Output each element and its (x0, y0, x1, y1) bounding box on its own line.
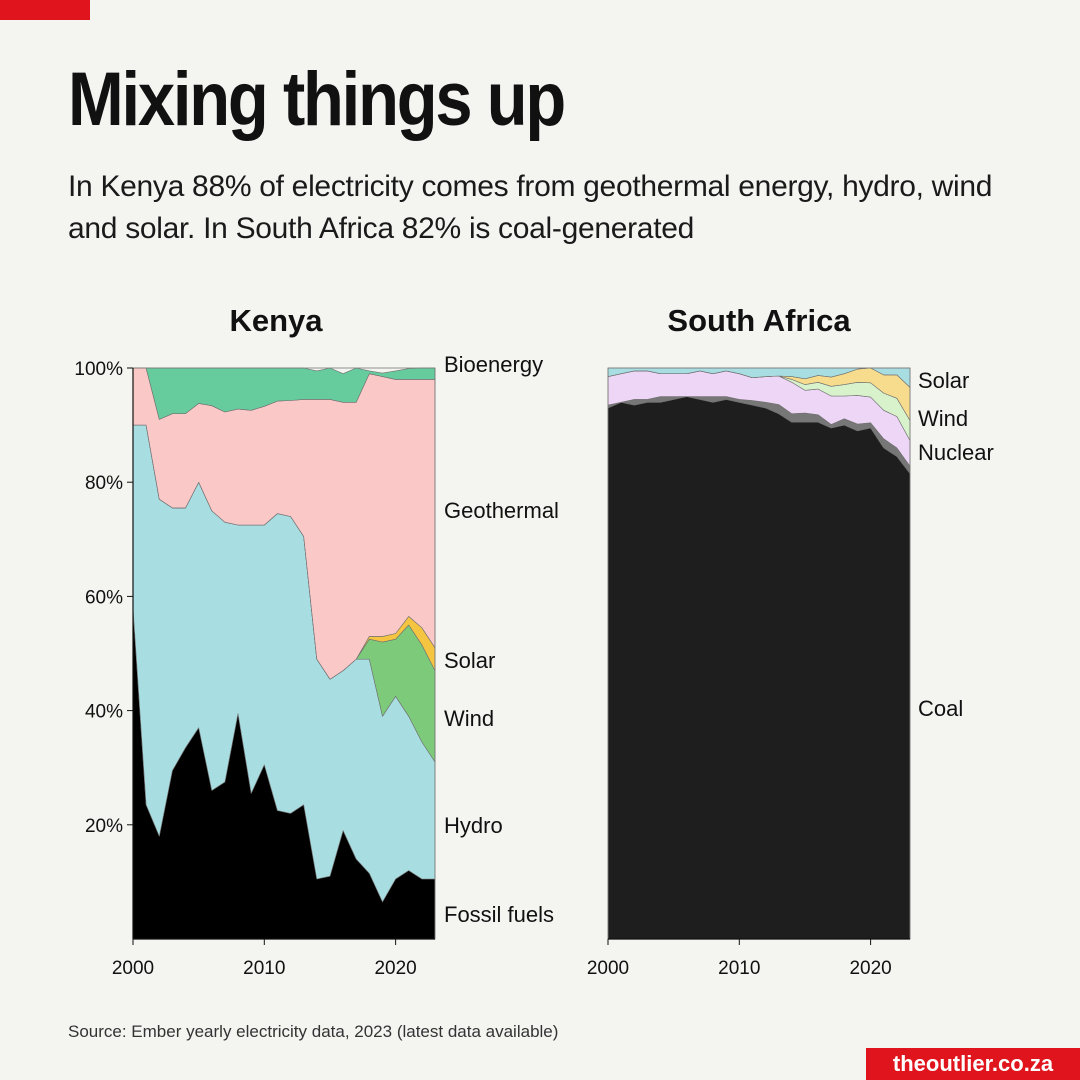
brand-link[interactable]: theoutlier.co.za (866, 1048, 1080, 1080)
series-label-solar: Solar (918, 368, 969, 393)
x-tick-label: 2000 (112, 958, 154, 979)
y-tick-label: 100% (74, 359, 123, 380)
x-tick-label: 2010 (243, 958, 285, 979)
series-label-solar: Solar (444, 648, 495, 673)
page-title: Mixing things up (68, 57, 566, 142)
y-tick-label: 20% (85, 816, 123, 837)
source-note: Source: Ember yearly electricity data, 2… (68, 1022, 559, 1041)
series-label-bioenergy: Bioenergy (444, 352, 543, 377)
series-label-geothermal: Geothermal (444, 498, 559, 523)
y-tick-label: 40% (85, 702, 123, 723)
x-tick-label: 2020 (374, 958, 416, 979)
y-tick-label: 60% (85, 587, 123, 608)
area-coal (607, 396, 911, 940)
chart-title: Kenya (229, 303, 323, 338)
chart-title: South Africa (667, 303, 851, 338)
series-label-nuclear: Nuclear (918, 440, 994, 465)
series-label-wind: Wind (444, 706, 494, 731)
x-tick-label: 2020 (849, 958, 891, 979)
x-tick-label: 2010 (718, 958, 760, 979)
series-label-fossil-fuels: Fossil fuels (444, 902, 554, 927)
chart-panel-south-africa: 2000 2010 2020 South Africa Coal Nuclear Wind S… (587, 303, 994, 979)
series-label-hydro: Hydro (444, 813, 503, 838)
page-subtitle: In Kenya 88% of electricity comes from g… (68, 170, 993, 245)
series-label-coal: Coal (918, 696, 963, 721)
chart-panel-kenya: 2000 2010 2020 20% 40% 60% 80% 100% Kenya Fossil … (74, 303, 559, 979)
accent-bar (0, 0, 90, 20)
series-label-wind: Wind (918, 406, 968, 431)
y-tick-label: 80% (85, 473, 123, 494)
x-tick-label: 2000 (587, 958, 629, 979)
